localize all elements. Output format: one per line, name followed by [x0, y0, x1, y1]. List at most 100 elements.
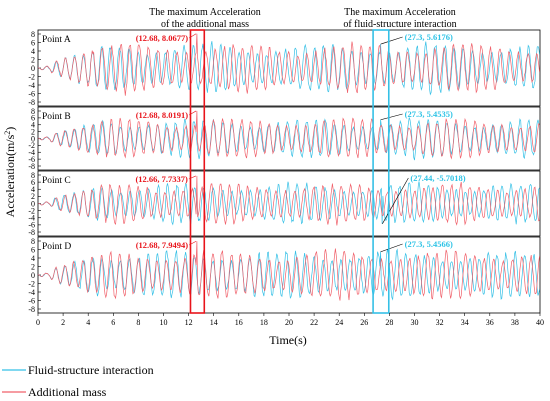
y-tick-label: 4 — [31, 185, 35, 194]
x-tick-label: 36 — [486, 318, 494, 327]
y-tick-label: -2 — [28, 206, 35, 215]
x-axis-title: Time(s) — [269, 333, 307, 347]
chart-header: The maximum Acceleration of the addition… — [149, 7, 456, 30]
x-tick-label: 12 — [185, 318, 193, 327]
y-tick-label: -6 — [28, 296, 35, 305]
y-tick-label: 0 — [31, 199, 35, 208]
y-tick-label: -6 — [28, 89, 35, 98]
y-tick-label: -8 — [28, 228, 35, 237]
series-fluid-structure-interaction — [37, 181, 540, 226]
cyan-peak-annotation: (27.44, -5.7018) — [410, 173, 465, 183]
y-tick-label: 8 — [31, 171, 35, 180]
y-tick-label: -4 — [28, 81, 35, 90]
y-tick-label: 8 — [31, 237, 35, 246]
y-tick-label: 2 — [31, 55, 35, 64]
x-tick-label: 24 — [335, 318, 343, 327]
y-tick-label: -6 — [28, 221, 35, 230]
y-tick-label: 6 — [31, 114, 35, 123]
x-tick-label: 0 — [36, 318, 40, 327]
legend-label-fsi: Fluid-structure interaction — [28, 363, 154, 377]
x-tick-label: 28 — [385, 318, 393, 327]
panel-label: Point B — [42, 112, 71, 122]
x-tick-label: 8 — [136, 318, 140, 327]
y-tick-label: -2 — [28, 279, 35, 288]
y-tick-label: 8 — [31, 30, 35, 39]
cyan-peak-annotation: (27.3, 5.4566) — [405, 239, 453, 249]
additional-mass-highlight-box — [189, 29, 206, 314]
panel-label: Point D — [42, 242, 71, 252]
y-tick-label: -2 — [28, 141, 35, 150]
header-left-line-1: The maximum Acceleration — [149, 7, 261, 18]
cyan-peak-pointer — [380, 36, 403, 45]
x-tick-label: 26 — [360, 318, 368, 327]
y-tick-label: 4 — [31, 254, 35, 263]
y-tick-label: 0 — [31, 64, 35, 73]
x-tick-label: 18 — [260, 318, 268, 327]
x-tick-label: 20 — [285, 318, 293, 327]
y-tick-label: 4 — [31, 121, 35, 130]
y-tick-label: 2 — [31, 192, 35, 201]
red-peak-annotation: (12.68, 7.9494) — [136, 240, 189, 250]
header-right-line-2: of fluid-structure interaction — [343, 19, 456, 30]
y-tick-label: -4 — [28, 214, 35, 223]
cyan-peak-pointer — [380, 113, 403, 121]
y-tick-label: -4 — [28, 148, 35, 157]
series-additional-mass — [37, 33, 540, 96]
y-axis-title: Acceleration(m/s2) — [3, 127, 17, 218]
y-tick-label: 6 — [31, 178, 35, 187]
x-tick-label: 16 — [235, 318, 243, 327]
header-left-line-2: of the additional mass — [161, 19, 249, 30]
header-right-line-1: The maximum Acceleration — [344, 7, 456, 18]
y-tick-label: 8 — [31, 107, 35, 116]
panel-label: Point C — [42, 176, 71, 186]
panel-label: Point A — [42, 35, 71, 45]
y-tick-label: 0 — [31, 134, 35, 143]
x-tick-label: 2 — [61, 318, 65, 327]
series-fluid-structure-interaction — [37, 248, 540, 301]
series-additional-mass — [37, 110, 540, 160]
legend-label-additional-mass: Additional mass — [28, 385, 107, 399]
y-tick-label: -8 — [28, 162, 35, 171]
red-peak-annotation: (12.68, 8.0677) — [136, 33, 189, 43]
x-tick-label: 6 — [111, 318, 115, 327]
legend: Fluid-structure interaction Additional m… — [2, 363, 154, 399]
x-tick-label: 10 — [160, 318, 168, 327]
cyan-peak-pointer — [382, 177, 409, 224]
y-tick-label: -8 — [28, 98, 35, 107]
x-tick-label: 14 — [210, 318, 218, 327]
x-tick-label: 30 — [411, 318, 419, 327]
y-tick-label: -6 — [28, 155, 35, 164]
series-additional-mass — [38, 175, 540, 226]
red-peak-annotation: (12.68, 8.0191) — [136, 110, 189, 120]
y-tick-label: 6 — [31, 38, 35, 47]
y-axis-title-close: ) — [3, 127, 17, 131]
y-tick-label: -2 — [28, 72, 35, 81]
y-tick-label: 2 — [31, 127, 35, 136]
red-peak-annotation: (12.66, 7.7337) — [135, 174, 188, 184]
y-tick-label: 2 — [31, 262, 35, 271]
fsi-highlight-box — [372, 29, 390, 314]
y-tick-label: 4 — [31, 47, 35, 56]
x-tick-label: 40 — [536, 318, 544, 327]
series-additional-mass — [37, 241, 540, 301]
y-tick-label: 6 — [31, 245, 35, 254]
x-tick-label: 32 — [436, 318, 444, 327]
y-tick-label: -8 — [28, 305, 35, 314]
y-axis-title-text: Acceleration(m/s — [3, 134, 17, 217]
x-tick-label: 34 — [461, 318, 469, 327]
series-fluid-structure-interaction — [38, 41, 540, 96]
y-axis-title-sup: 2 — [3, 131, 12, 135]
y-tick-label: 0 — [31, 271, 35, 280]
x-tick-label: 38 — [511, 318, 519, 327]
x-tick-label: 4 — [86, 318, 90, 327]
cyan-peak-annotation: (27.3, 5.4535) — [405, 109, 453, 119]
x-axis: 0 2 4 6 8 10 12 14 16 18 20 22 24 26 28 30 32 34 36 38 40 — [36, 313, 544, 327]
x-tick-label: 22 — [310, 318, 318, 327]
y-tick-label: -4 — [28, 288, 35, 297]
